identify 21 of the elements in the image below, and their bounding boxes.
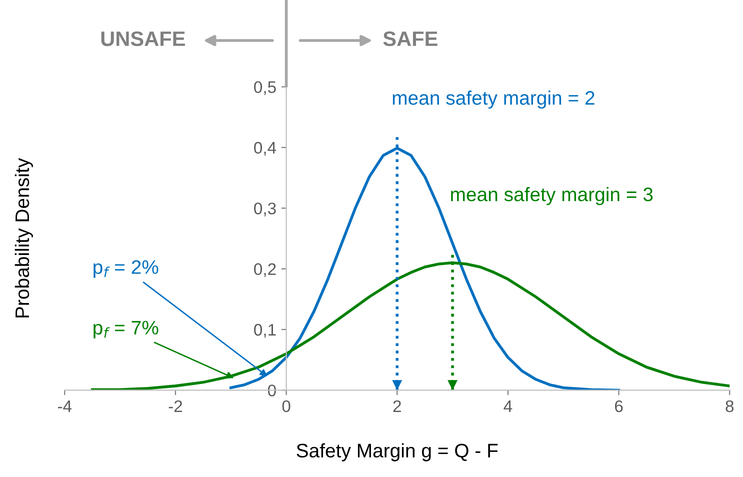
x-tick-label: 0 (282, 400, 290, 412)
y-tick-label: 0,2 (254, 263, 276, 278)
y-axis-title: Probability Density (14, 158, 33, 318)
x-tick-label: 4 (504, 400, 512, 412)
ref-line-label: mean safety margin = 3 (451, 187, 653, 206)
text: UNSAFE (101, 31, 185, 46)
y-tick-label: 0,1 (254, 324, 276, 338)
annotation: p$_{f}$ = 2% (94, 260, 158, 278)
x-tick-label: 8 (726, 400, 734, 412)
y-tick-label: 0 (268, 384, 276, 396)
ref-line-label: mean safety margin = 2 (392, 90, 594, 109)
y-tick-label: 0,3 (254, 202, 276, 216)
x-tick-label: -2 (168, 400, 182, 412)
x-tick-label: 6 (615, 400, 623, 412)
y-tick-label: 0,4 (254, 142, 276, 156)
text: SAFE (383, 31, 438, 46)
x-tick-label: -4 (58, 400, 72, 412)
x-axis-title: Safety Margin g = Q - F (296, 443, 498, 462)
x-tick-label: 2 (393, 400, 401, 412)
annotation: p$_{f}$ = 7% (94, 320, 158, 338)
y-tick-label: 0,5 (254, 81, 276, 95)
